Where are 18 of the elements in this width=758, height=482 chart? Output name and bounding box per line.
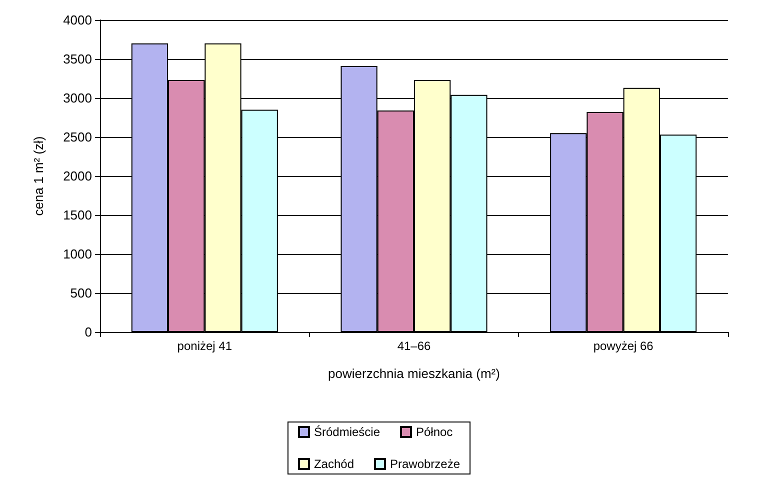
y-tick-label: 2000: [63, 168, 92, 184]
x-axis-title: powierzchnia mieszkania (m²): [328, 366, 500, 381]
legend-label: Prawobrzeże: [390, 457, 460, 471]
x-tick-label: poniżej 41: [177, 339, 232, 353]
y-tick-label: 3500: [63, 52, 92, 66]
x-tick-label: powyżej 66: [593, 339, 654, 353]
legend-label: Północ: [416, 425, 453, 439]
x-tick-label: 41–66: [397, 339, 432, 353]
y-tick-label: 0: [84, 324, 92, 340]
y-tick-label: 1000: [63, 246, 92, 262]
y-tick-label: 4000: [63, 12, 92, 28]
y-tick-label: 2500: [63, 130, 92, 144]
y-axis-title: cena 1 m² (zł): [31, 136, 46, 216]
y-tick-label: 1500: [63, 208, 92, 222]
y-tick-label: 3000: [63, 90, 92, 106]
legend-label: Śródmieście: [314, 425, 380, 439]
legend-label: Zachód: [314, 457, 354, 471]
y-tick-label: 500: [70, 286, 92, 300]
